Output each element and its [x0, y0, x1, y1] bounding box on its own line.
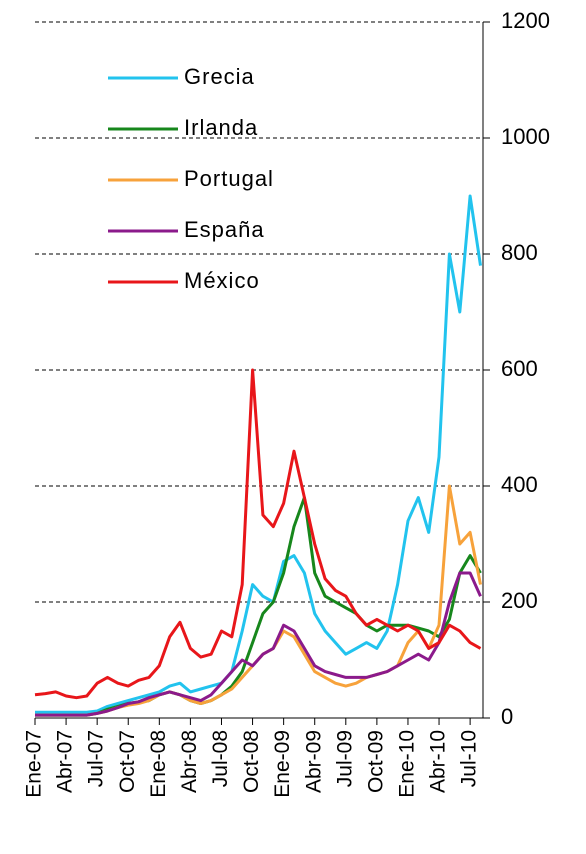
x-tick-label: Abr-10: [427, 730, 450, 793]
legend-label: Grecia: [184, 64, 255, 89]
x-tick-label: Oct-08: [240, 730, 263, 793]
x-tick-label: Oct-09: [364, 730, 387, 793]
x-tick-label: Jul-09: [333, 730, 356, 787]
legend-label: México: [184, 268, 260, 293]
y-tick-label: 1000: [501, 124, 550, 149]
y-tick-label: 600: [501, 356, 538, 381]
x-tick-label: Ene-10: [396, 730, 419, 798]
y-tick-label: 0: [501, 704, 513, 729]
legend-label: Portugal: [184, 166, 274, 191]
x-tick-label: Jul-08: [209, 730, 232, 787]
series-line: [35, 571, 482, 717]
y-tick-label: 400: [501, 472, 538, 497]
legend-label: España: [184, 217, 265, 242]
x-tick-label: Ene-08: [147, 730, 170, 798]
x-tick-label: Abr-08: [178, 730, 201, 793]
x-tick-label: Jul-10: [458, 730, 481, 787]
series-line: [35, 496, 482, 717]
y-tick-label: 200: [501, 588, 538, 613]
y-tick-label: 800: [501, 240, 538, 265]
y-tick-label: 1200: [501, 8, 550, 33]
x-tick-label: Ene-07: [23, 730, 46, 798]
series-line: [35, 194, 482, 714]
x-tick-label: Abr-07: [54, 730, 77, 793]
x-tick-label: Abr-09: [302, 730, 325, 793]
x-tick-label: Oct-07: [116, 730, 139, 793]
x-tick-label: Jul-07: [85, 730, 108, 787]
legend-label: Irlanda: [184, 115, 258, 140]
series-line: [34, 368, 482, 700]
x-tick-label: Ene-09: [271, 730, 294, 798]
